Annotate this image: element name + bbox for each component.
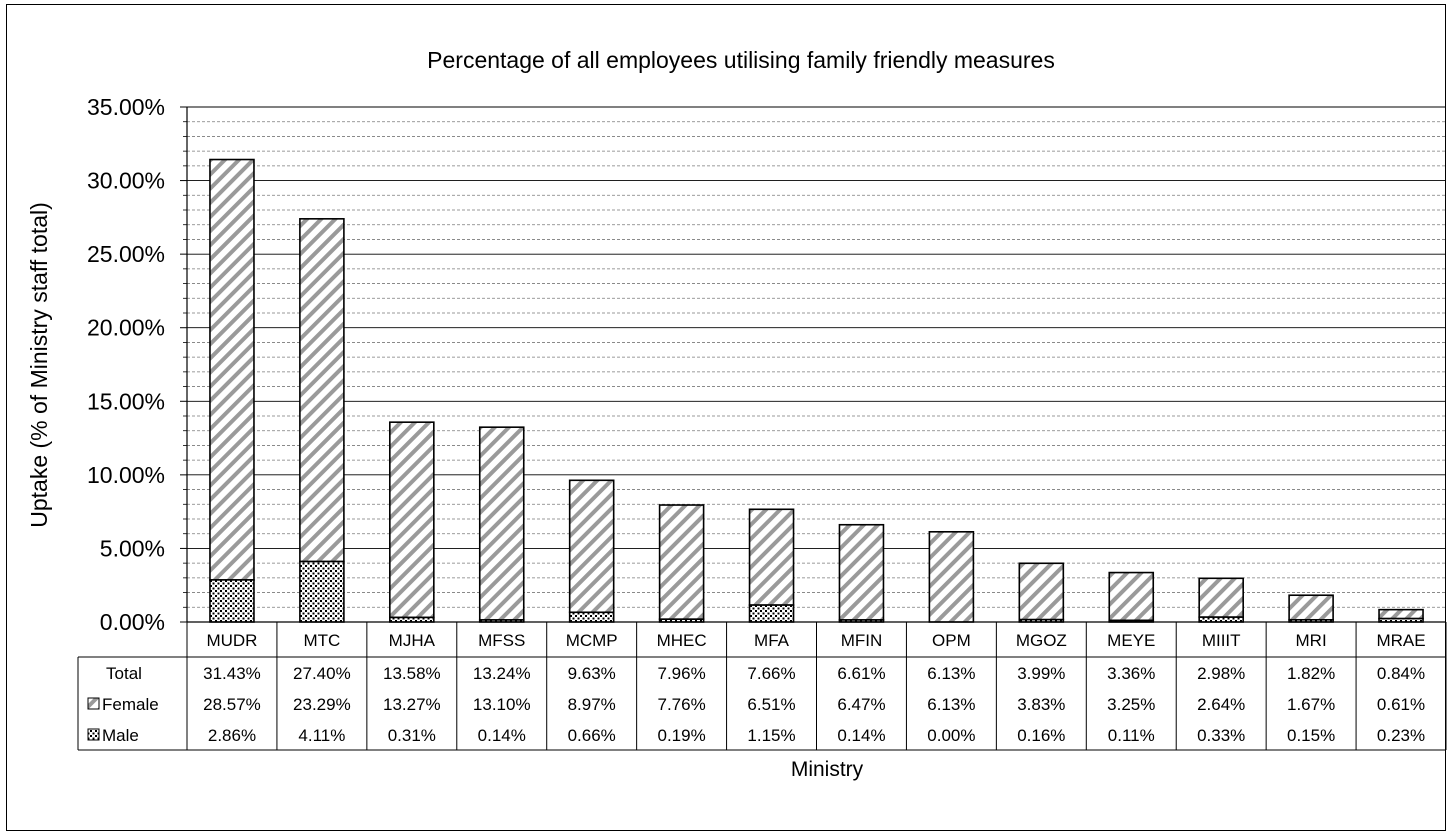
category-label: MFSS xyxy=(478,631,525,650)
y-tick-label: 10.00% xyxy=(87,462,165,488)
table-cell: 6.51% xyxy=(747,695,795,714)
table-cell: 27.40% xyxy=(293,664,351,683)
bar-female-segment xyxy=(299,218,345,563)
y-tick-label: 20.00% xyxy=(87,315,165,341)
category-label: MGOZ xyxy=(1016,631,1067,650)
category-label: MRAE xyxy=(1376,631,1425,650)
table-cell: 2.98% xyxy=(1197,664,1245,683)
y-tick-label: 30.00% xyxy=(87,168,165,194)
category-label: OPM xyxy=(932,631,971,650)
chart-title: Percentage of all employees utilising fa… xyxy=(427,47,1055,73)
bar-female-segment xyxy=(568,479,615,614)
category-label: MFA xyxy=(754,631,790,650)
table-cell: 0.33% xyxy=(1197,726,1245,745)
table-cell: 4.11% xyxy=(298,726,345,745)
table-cell: 2.86% xyxy=(208,726,256,745)
table-row-label: Female xyxy=(102,695,159,714)
x-axis-label: Ministry xyxy=(791,758,864,781)
table-cell: 28.57% xyxy=(203,695,261,714)
y-tick-label: 0.00% xyxy=(100,609,165,635)
table-row-label: Male xyxy=(102,726,139,745)
table-cell: 9.63% xyxy=(568,664,616,683)
table-cell: 31.43% xyxy=(203,664,261,683)
category-label: MCMP xyxy=(566,631,618,650)
table-cell: 0.31% xyxy=(388,726,436,745)
table-cell: 13.58% xyxy=(383,664,441,683)
y-axis-label: Uptake (% of Ministry staff total) xyxy=(26,202,52,528)
category-label: MJHA xyxy=(389,631,436,650)
table-cell: 0.15% xyxy=(1287,726,1335,745)
legend-key-female xyxy=(87,697,100,710)
bar-male-segment xyxy=(748,604,795,623)
bar-female-segment xyxy=(748,508,795,606)
bar-female-segment xyxy=(838,523,885,621)
table-cell: 0.23% xyxy=(1377,726,1425,745)
bar-female-segment xyxy=(1108,571,1155,622)
bar-male-segment xyxy=(209,579,255,623)
y-tick-label: 15.00% xyxy=(87,388,165,414)
data-table: MUDR MTC MJHA MFSS MCMP MHEC MFA MFIN OPM MGOZ MEY… xyxy=(77,621,1447,751)
table-cell: 3.36% xyxy=(1107,664,1155,683)
bar-female-segment xyxy=(209,158,255,581)
table-cell: 0.16% xyxy=(1017,726,1065,745)
table-cell: 0.14% xyxy=(478,726,526,745)
table-cell: 7.76% xyxy=(658,695,706,714)
table-cell: 6.13% xyxy=(927,664,975,683)
category-label: MTC xyxy=(303,631,340,650)
y-tick-label: 35.00% xyxy=(87,94,165,120)
legend-key-male xyxy=(87,728,100,741)
table-cell: 7.66% xyxy=(747,664,795,683)
category-label: MFIN xyxy=(841,631,883,650)
table-cell: 7.96% xyxy=(658,664,706,683)
bars-layer xyxy=(209,158,1424,623)
table-cell: 3.99% xyxy=(1017,664,1065,683)
y-tick-label: 25.00% xyxy=(87,241,165,267)
bar-female-segment xyxy=(1018,562,1065,621)
category-label: MEYE xyxy=(1107,631,1155,650)
bar-female-segment xyxy=(478,426,525,621)
category-label: MRI xyxy=(1296,631,1327,650)
bar-male-segment xyxy=(389,616,435,623)
table-cell: 0.11% xyxy=(1108,726,1155,745)
bar-female-segment xyxy=(1198,577,1244,618)
table-cell: 6.61% xyxy=(837,664,885,683)
table-cell: 0.84% xyxy=(1377,664,1425,683)
category-label: MUDR xyxy=(206,631,257,650)
category-label: MHEC xyxy=(657,631,707,650)
table-cell: 13.10% xyxy=(473,695,531,714)
bar-male-segment xyxy=(1198,616,1244,623)
axis-layer: 0.00% 5.00% 10.00% 15.00% 20.00% 25.00% 30.00%… xyxy=(87,94,188,635)
table-cell: 3.25% xyxy=(1107,695,1155,714)
table-cell: 1.15% xyxy=(747,726,795,745)
table-row-label: Total xyxy=(106,664,142,683)
bar-female-segment xyxy=(1288,594,1334,621)
table-cell: 0.14% xyxy=(837,726,885,745)
bar-male-segment xyxy=(299,560,345,623)
table-cell: 0.00% xyxy=(927,726,975,745)
table-cell: 0.61% xyxy=(1377,695,1425,714)
table-cell: 3.83% xyxy=(1017,695,1065,714)
table-cell: 1.82% xyxy=(1287,664,1335,683)
grid-layer xyxy=(187,106,1446,623)
table-cell: 6.13% xyxy=(927,695,975,714)
table-cell: 0.19% xyxy=(658,726,706,745)
table-cell: 8.97% xyxy=(568,695,616,714)
table-cell: 1.67% xyxy=(1287,695,1335,714)
table-cell: 0.66% xyxy=(568,726,616,745)
y-tick-label: 5.00% xyxy=(100,535,165,561)
table-cell: 23.29% xyxy=(293,695,351,714)
bar-female-segment xyxy=(928,531,975,623)
category-label: MIIIT xyxy=(1202,631,1241,650)
bar-male-segment xyxy=(568,611,615,623)
bar-female-segment xyxy=(1378,608,1424,620)
table-cell: 6.47% xyxy=(837,695,885,714)
table-cell: 13.27% xyxy=(383,695,441,714)
bar-female-segment xyxy=(658,504,705,621)
bar-female-segment xyxy=(389,421,435,619)
table-cell: 13.24% xyxy=(473,664,531,683)
table-cell: 2.64% xyxy=(1197,695,1245,714)
